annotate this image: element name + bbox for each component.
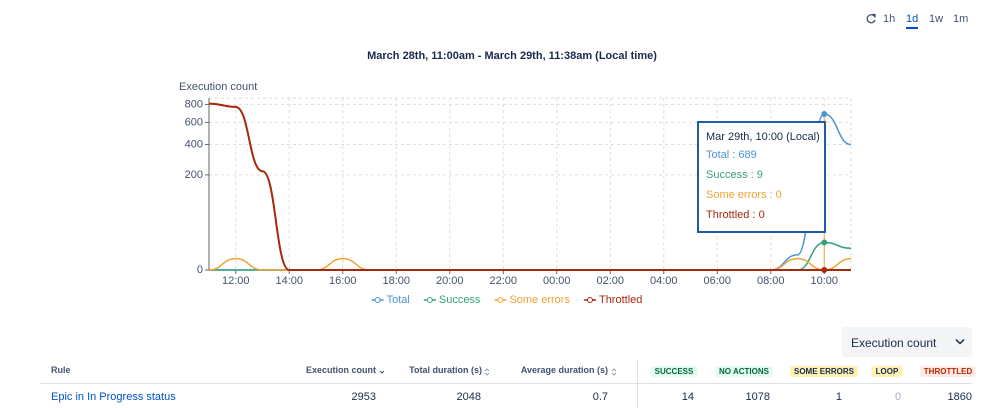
tooltip: Mar 29th, 10:00 (Local) Total : 689 Succe… [697,121,826,233]
chart-title: March 28th, 11:00am - March 29th, 11:38a… [367,50,657,62]
y-tick-label: 0 [197,264,203,276]
legend-label: Throttled [599,294,642,306]
legend-item[interactable]: Some errors [494,294,570,306]
x-tick-label: 12:00 [222,275,250,287]
x-tick-label: 22:00 [489,275,517,287]
tooltip-header: Mar 29th, 10:00 (Local) [706,131,820,143]
sort-icon[interactable] [379,368,385,376]
rule-link[interactable]: Epic in In Progress status [51,391,176,403]
column-header[interactable]: Average duration (s) [520,365,608,375]
sort-icon[interactable] [484,367,490,377]
legend-label: Some errors [509,294,570,306]
sort-icon[interactable] [611,367,617,377]
y-axis-label: Execution count [179,81,257,93]
column-header: SOME ERRORS [789,366,859,377]
hover-point [821,111,828,118]
y-tick-label: 200 [185,169,203,181]
table-cell: 2048 [456,391,481,403]
column-header: SUCCESS [650,366,698,377]
chart: March 28th, 11:00am - March 29th, 11:38a… [179,50,852,306]
column-divider [637,360,638,408]
column-header[interactable]: Total duration (s) [409,365,482,375]
legend-label: Total [387,294,410,306]
series-line [208,257,852,271]
range-option[interactable]: 1h [883,13,896,25]
series-line [208,102,851,271]
tooltip-line: Success : 9 [706,169,763,181]
legend-item[interactable]: Success [423,294,481,306]
legend-label: Success [439,294,481,306]
table-cell: 1078 [745,391,770,403]
legend-marker [497,297,504,303]
column-header: THROTTLED [919,366,977,377]
x-tick-label: 06:00 [703,275,731,287]
refresh-icon[interactable] [865,13,877,25]
legend-marker [426,297,433,303]
table-cell: 0 [894,391,902,403]
x-tick-label: 16:00 [329,275,357,287]
x-tick-label: 20:00 [436,275,464,287]
y-tick-label: 600 [185,116,203,128]
x-tick-label: 02:00 [596,275,624,287]
legend-item[interactable]: Throttled [583,294,642,306]
tooltip-line: Some errors : 0 [706,189,782,201]
tooltip-line: Throttled : 0 [706,209,765,221]
table-cell: 14 [681,391,694,403]
range-option[interactable]: 1d [906,13,919,29]
x-tick-label: 00:00 [543,275,571,287]
x-tick-label: 08:00 [757,275,785,287]
hover-point [821,267,828,273]
legend-item[interactable]: Total [371,294,410,306]
table-divider [40,383,972,384]
x-tick-label: 18:00 [382,275,410,287]
column-header: LOOP [871,366,903,377]
y-tick-label: 800 [185,98,203,110]
chevron-icon [955,338,965,345]
column-header: NO ACTIONS [715,366,773,377]
range-option[interactable]: 1w [929,13,944,25]
tooltip-line: Total : 689 [706,149,757,161]
table-cell: 0.7 [592,391,608,403]
series-line [209,241,852,271]
hover-point [821,239,828,246]
legend-marker [374,297,381,303]
column-header: Rule [51,365,71,375]
x-tick-label: 10:00 [810,275,838,287]
table-cell: 1860 [947,391,972,403]
metric-dropdown[interactable]: Execution count [842,327,972,357]
x-tick-label: 14:00 [275,275,303,287]
table-cell: 1 [835,391,842,403]
x-tick-label: 04:00 [650,275,678,287]
legend-marker [586,297,593,303]
range-option[interactable]: 1m [953,13,969,25]
table-cell: 2953 [351,391,376,403]
y-tick-label: 400 [185,138,203,150]
dropdown-label: Execution count [851,336,937,350]
column-header[interactable]: Execution count [305,365,376,375]
